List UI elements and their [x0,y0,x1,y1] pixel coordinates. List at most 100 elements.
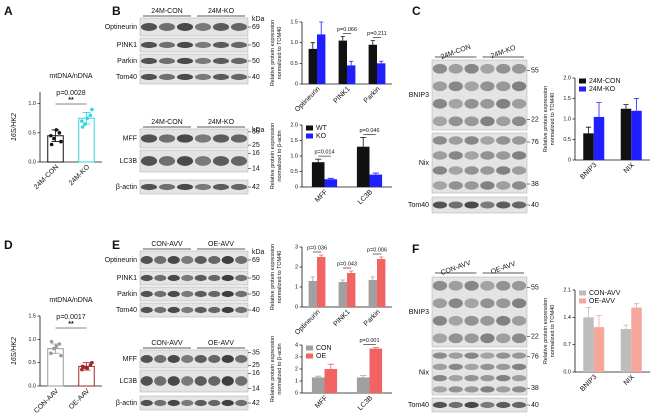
error-bar [360,375,367,378]
blot-band [194,183,212,191]
error-bar [596,102,602,117]
group-label: OE-AVV [208,340,234,347]
bar [311,162,325,187]
marker-label: 76 [531,139,539,146]
legend-swatch [306,125,313,131]
blot-band [158,134,176,143]
annotation: p=0.014 [314,150,334,156]
bar [324,369,338,393]
bar [347,65,356,84]
legend-swatch [306,353,313,359]
legend-label: OE-AVV [589,298,615,305]
x-tick-label: OE-AAV [68,388,92,412]
blot-row [139,128,249,149]
chart-title: mtDNA/nDNA [49,73,93,80]
x-tick-label: MFF [314,395,329,410]
blot-band [221,355,234,363]
blot-band [448,81,463,92]
data-point [59,139,63,144]
y-tick-label: 1.5 [563,96,571,102]
y-tick-label: 1 [295,378,298,384]
error-bar [360,137,367,147]
error-bar [319,254,324,257]
blot-band [154,306,167,314]
blot-band [181,306,194,314]
error-bar [596,314,602,328]
y-axis-label: Relative protein expression [543,298,549,364]
blot-band [496,81,511,92]
blot-band [167,306,180,314]
blot-band [432,352,448,359]
group-label: OE-AVV [208,241,234,248]
blot-band [496,151,511,160]
y-tick-label: 0 [295,184,298,190]
data-point [59,353,63,358]
blot-band [230,134,248,143]
row-label: LC3B [119,378,137,385]
blot-band [480,136,495,145]
blot-band [448,280,463,291]
blot-band [181,376,194,386]
y-tick-label: 2.0 [563,75,571,81]
y-tick-label: 2 [295,264,298,270]
blot-band [464,363,479,371]
y-axis-label: Relative protein expression [270,20,276,86]
blot-band [496,63,511,74]
y-tick-label: 2.0 [290,122,298,128]
panel-letter: E [112,238,120,252]
blot-row [139,369,249,393]
blot-row [431,276,528,348]
blot-band [480,315,495,326]
group-label: CON-AVV [151,241,183,248]
blot-band [194,156,212,166]
blot-band [140,376,153,386]
blot-band [496,136,511,145]
blot-band [221,290,234,298]
data-point [80,119,84,123]
row-label: β-actin [116,400,137,407]
blot-band [176,134,194,143]
blot-band [221,256,234,264]
blot-band [511,136,527,145]
y-tick-label: 1.0 [563,116,571,122]
blot-band [432,116,448,127]
blot-band [221,274,234,282]
y-tick-label: 2 [295,366,298,372]
western-blot: CON-AVV OE-AVV kDa Optineurin 69 PINK1 50 Parki… [105,241,265,318]
legend-label: OE [316,353,326,360]
error-bar [372,172,379,175]
annotation: p=0.211 [367,31,387,37]
marker-label: 76 [531,354,539,361]
blot-band [511,181,527,190]
y-tick-label: 3 [295,354,298,360]
blot-band [480,363,495,371]
blot-band [140,23,158,31]
y-tick-label: 0.5 [28,130,36,136]
data-point [49,142,54,147]
annotation: p=0.043 [337,261,357,267]
error-bar [310,42,315,49]
blot-band [221,376,234,386]
y-tick-label: 1.5 [290,138,298,144]
row-label: Optineurin [105,24,137,31]
bar [620,329,632,372]
blot-band [511,280,527,291]
x-tick-label: NIX [623,162,636,175]
data-point [85,116,90,121]
row-label: Optineurin [105,257,137,264]
blot-band [480,81,495,92]
bar [369,174,383,187]
blot-band [167,399,180,407]
blot-band [194,57,212,65]
marker-label: 16 [252,370,260,377]
marker-label: 50 [252,291,260,298]
row-label: MFF [123,135,137,142]
error-bar [370,40,375,45]
blot-band [235,290,248,298]
panel-letter: D [4,238,13,252]
blot-band [432,63,448,74]
blot-band [464,315,479,326]
error-bar [633,303,640,308]
blot-band [176,156,194,166]
blot-band [480,201,495,209]
